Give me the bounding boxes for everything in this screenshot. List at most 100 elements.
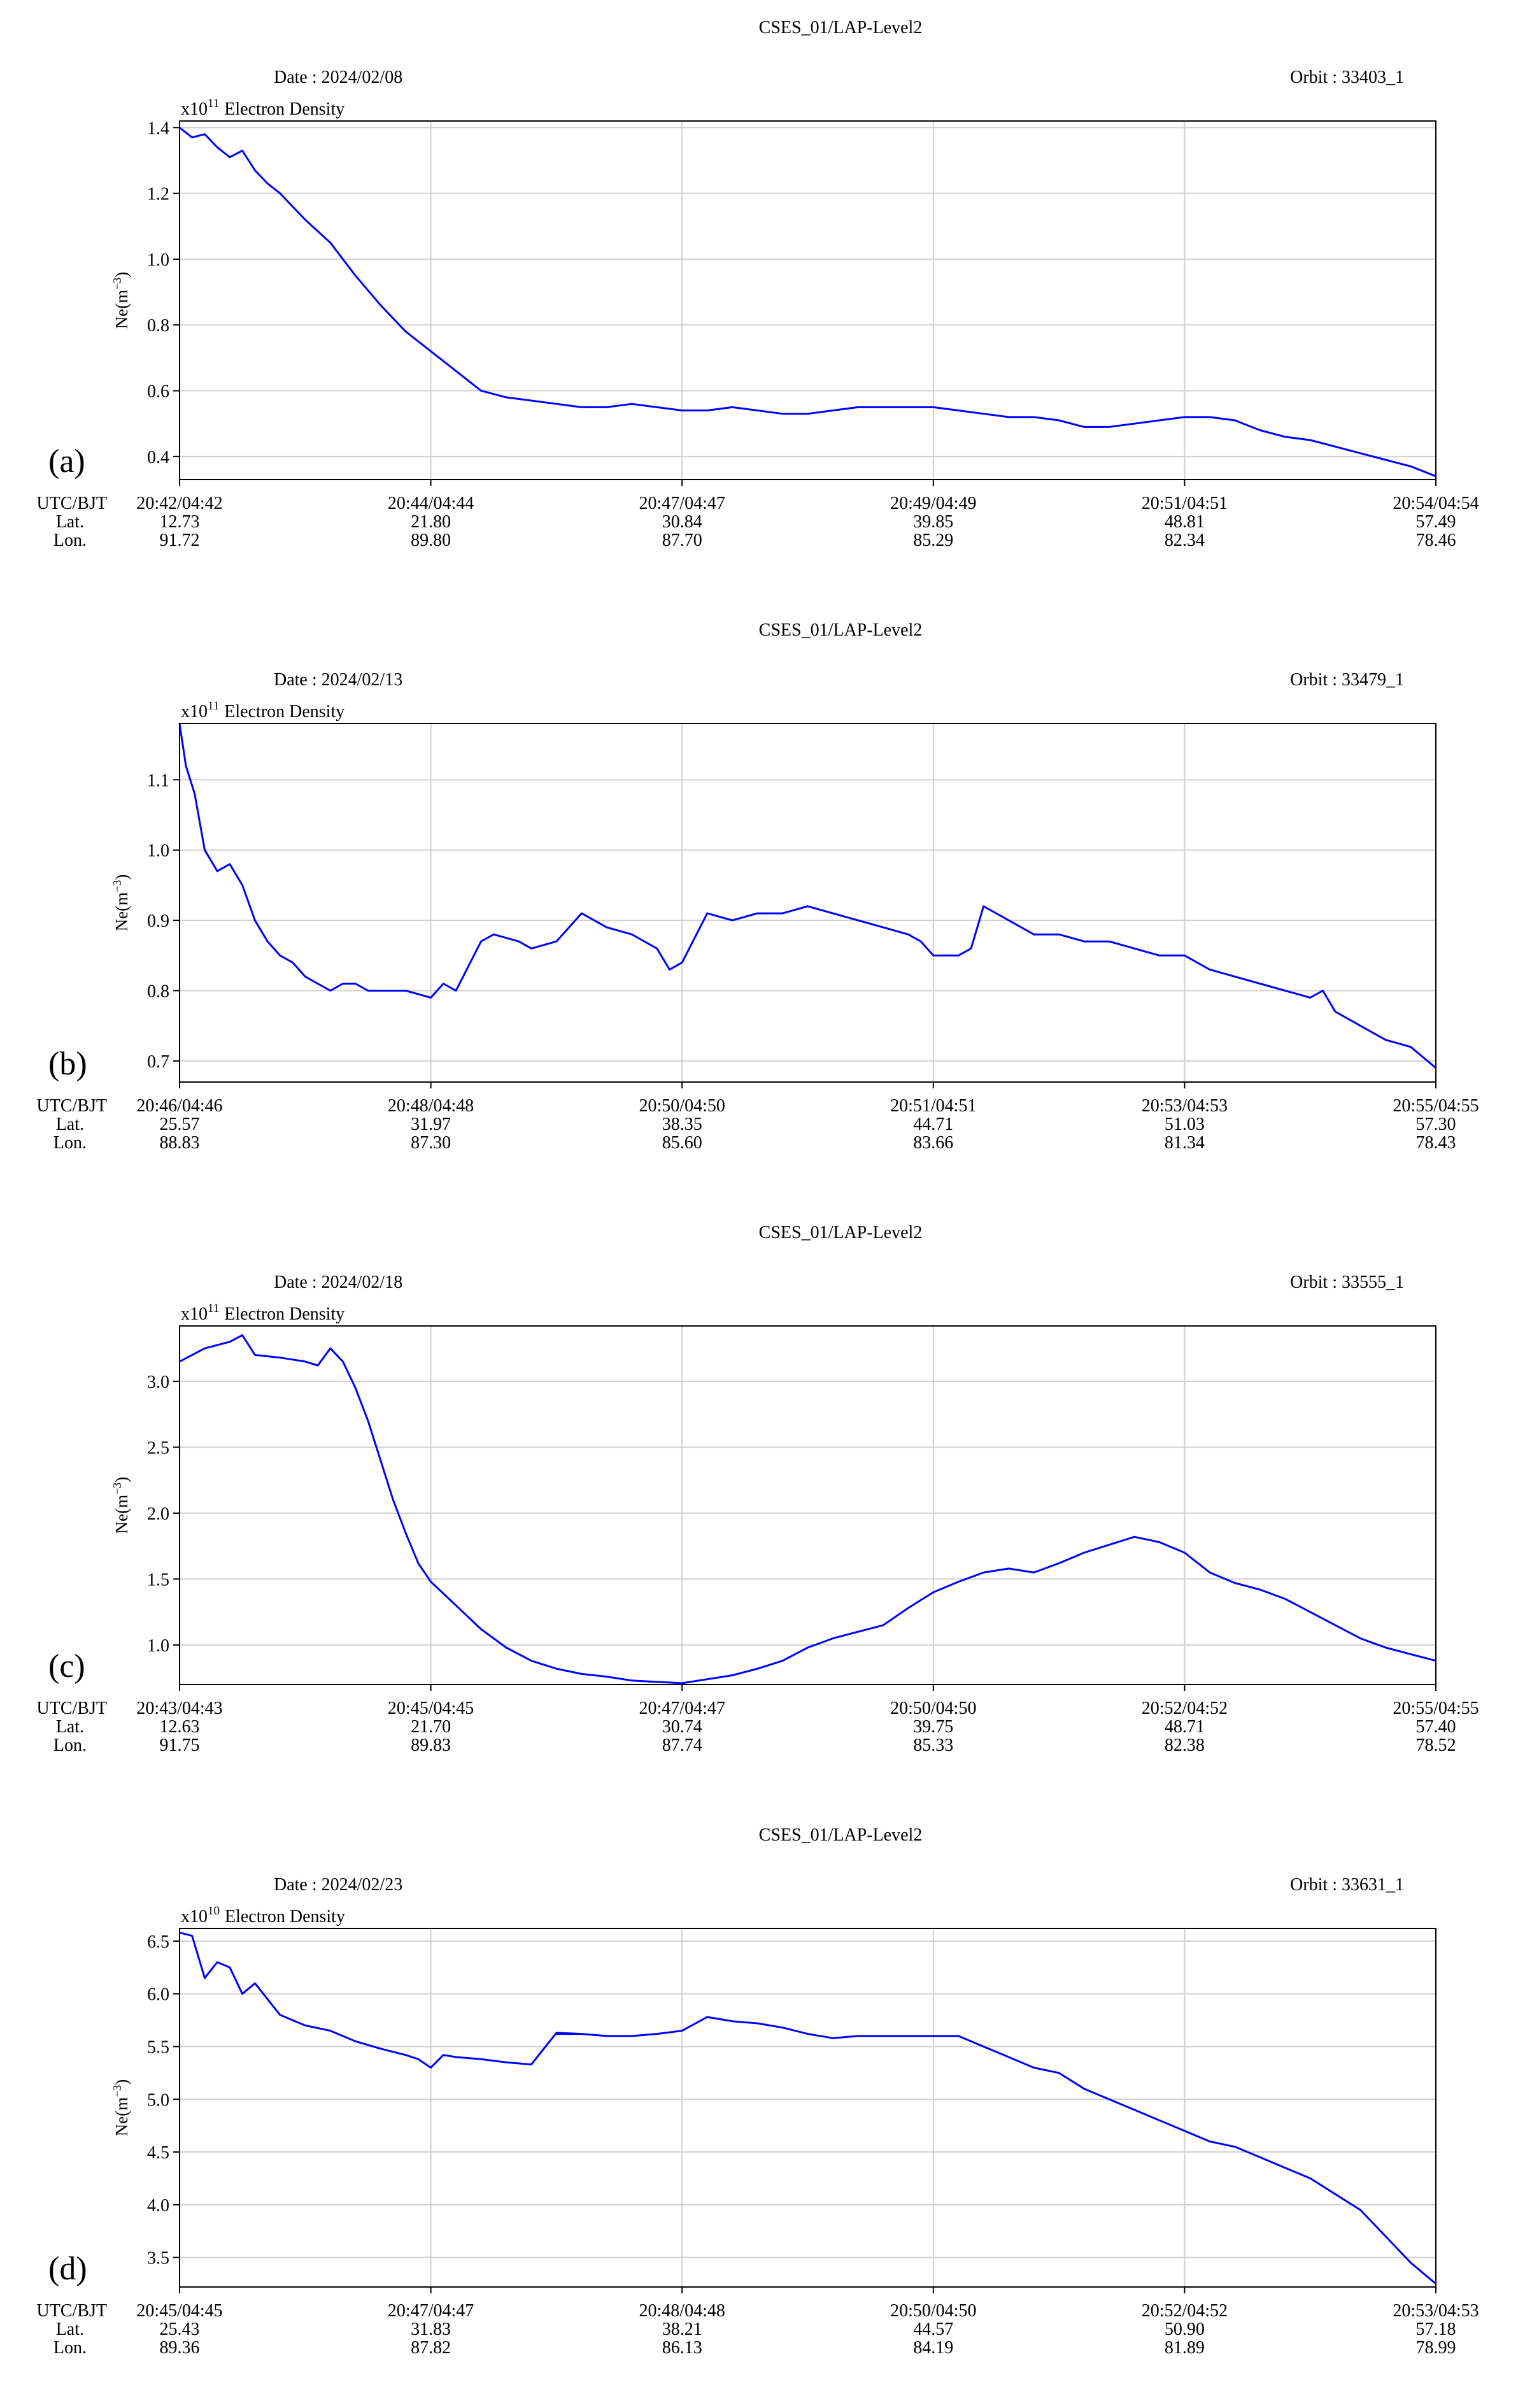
x-tick-lat: 50.90 (1165, 2319, 1205, 2339)
x-tick-lat: 44.71 (913, 1115, 953, 1134)
x-tick-lon: 85.29 (913, 531, 953, 550)
orbit-label: Orbit : 33555_1 (1290, 1272, 1404, 1292)
series-label: Electron Density (224, 702, 344, 722)
multiplier-base: x10 (181, 702, 208, 722)
x-tick-lat: 57.40 (1416, 1717, 1456, 1737)
y-axis-label-close: ) (112, 874, 131, 880)
y-tick-label: 6.0 (147, 1985, 169, 2005)
multiplier-exponent: 11 (208, 97, 219, 110)
y-tick-label: 1.0 (147, 1636, 169, 1656)
x-tick-time: 20:47/04:47 (388, 2301, 474, 2321)
panel-letter: (a) (48, 443, 85, 480)
series-label: Electron Density (225, 1907, 345, 1927)
row-header-time: UTC/BJT (37, 2301, 107, 2321)
x-tick-lon: 91.72 (160, 531, 200, 550)
y-axis-label: Ne(m−3) (111, 2079, 131, 2137)
row-header-lat: Lat. (56, 512, 84, 532)
y-axis-label-text: Ne(m (112, 2097, 131, 2136)
y-axis-label-text: Ne(m (112, 892, 131, 931)
y-axis-label-exponent: −3 (111, 880, 124, 892)
y-tick-label: 3.0 (147, 1372, 169, 1392)
orbit-label: Orbit : 33631_1 (1290, 1875, 1404, 1895)
x-tick-lat: 21.80 (411, 512, 451, 532)
x-tick-time: 20:45/04:45 (388, 1699, 474, 1718)
x-tick-time: 20:43/04:43 (136, 1699, 222, 1718)
y-tick-label: 1.5 (147, 1570, 169, 1590)
row-header-time: UTC/BJT (37, 494, 107, 513)
y-tick-label: 0.6 (147, 382, 169, 402)
x-tick-time: 20:50/04:50 (890, 2301, 976, 2321)
row-header-lat: Lat. (56, 2319, 84, 2339)
row-header-lat: Lat. (56, 1717, 84, 1737)
scale-multiplier: x1011 Electron Density (181, 97, 344, 119)
y-tick-label: 1.2 (147, 185, 169, 204)
x-tick-lon: 86.13 (662, 2338, 702, 2358)
x-tick-lon: 78.52 (1416, 1735, 1456, 1755)
y-tick-label: 1.4 (147, 118, 169, 138)
scale-multiplier: x1011 Electron Density (181, 1302, 344, 1324)
x-tick-time: 20:50/04:50 (890, 1699, 976, 1718)
y-tick-label: 2.0 (147, 1504, 169, 1524)
x-tick-lon: 89.83 (411, 1735, 451, 1755)
y-tick-label: 0.8 (147, 316, 169, 336)
multiplier-base: x10 (181, 1304, 208, 1324)
y-tick-label: 4.0 (147, 2196, 169, 2216)
date-label: Date : 2024/02/08 (274, 68, 402, 87)
y-axis-label-close: ) (112, 1477, 131, 1483)
y-tick-label: 2.5 (147, 1438, 169, 1458)
x-tick-time: 20:47/04:47 (639, 494, 725, 513)
x-tick-time: 20:52/04:52 (1142, 2301, 1228, 2321)
x-tick-lon: 84.19 (913, 2338, 953, 2358)
x-tick-lat: 31.97 (411, 1115, 451, 1134)
x-tick-lon: 89.36 (160, 2338, 200, 2358)
y-tick-label: 1.0 (147, 250, 169, 270)
x-tick-lon: 89.80 (411, 531, 451, 550)
x-tick-lat: 31.83 (411, 2319, 451, 2339)
date-label: Date : 2024/02/18 (274, 1272, 402, 1292)
x-tick-lon: 85.60 (662, 1133, 702, 1153)
chart-title: CSES_01/LAP-Level2 (759, 620, 923, 640)
panel-b: CSES_01/LAP-Level2 Date : 2024/02/13 Orbit… (37, 620, 1479, 1153)
x-tick-lat: 51.03 (1165, 1115, 1205, 1134)
x-tick-time: 20:53/04:53 (1393, 2301, 1479, 2321)
x-tick-lat: 44.57 (913, 2319, 953, 2339)
row-header-time: UTC/BJT (37, 1096, 107, 1116)
x-tick-lat: 38.35 (662, 1115, 702, 1134)
x-tick-lon: 88.83 (160, 1133, 200, 1153)
plot-frame (179, 723, 1436, 1083)
x-tick-lat: 25.57 (160, 1115, 200, 1134)
scale-multiplier: x1011 Electron Density (181, 699, 344, 722)
panel-c: CSES_01/LAP-Level2 Date : 2024/02/18 Orbit… (37, 1223, 1479, 1755)
y-tick-label: 5.5 (147, 2037, 169, 2057)
date-label: Date : 2024/02/13 (274, 670, 402, 690)
x-tick-lat: 30.84 (662, 512, 702, 532)
x-tick-lat: 57.30 (1416, 1115, 1456, 1134)
x-tick-lat: 48.71 (1165, 1717, 1205, 1737)
x-tick-lat: 57.49 (1416, 512, 1456, 532)
x-tick-time: 20:42/04:42 (136, 494, 222, 513)
electron-density-line (179, 127, 1436, 478)
y-axis-label-close: ) (112, 272, 131, 278)
row-header-lon: Lon. (53, 1735, 87, 1755)
y-tick-label: 1.0 (147, 841, 169, 861)
row-header-lon: Lon. (53, 1133, 87, 1153)
x-tick-time: 20:55/04:55 (1393, 1096, 1479, 1116)
x-tick-lon: 87.30 (411, 1133, 451, 1153)
x-tick-lat: 39.75 (913, 1717, 953, 1737)
x-tick-lon: 87.74 (662, 1735, 702, 1755)
x-tick-time: 20:49/04:49 (890, 494, 976, 513)
x-tick-lat: 39.85 (913, 512, 953, 532)
multiplier-exponent: 11 (208, 1302, 219, 1315)
chart-title: CSES_01/LAP-Level2 (759, 1223, 923, 1243)
y-tick-label: 6.5 (147, 1932, 169, 1952)
x-tick-time: 20:52/04:52 (1142, 1699, 1228, 1718)
multiplier-exponent: 10 (208, 1904, 220, 1918)
x-tick-lat: 57.18 (1416, 2319, 1456, 2339)
orbit-label: Orbit : 33479_1 (1290, 670, 1404, 690)
x-tick-time: 20:50/04:50 (639, 1096, 725, 1116)
x-tick-lat: 12.63 (160, 1717, 200, 1737)
y-axis-label-text: Ne(m (112, 1495, 131, 1534)
x-tick-lat: 38.21 (662, 2319, 702, 2339)
row-header-lon: Lon. (53, 2338, 87, 2358)
